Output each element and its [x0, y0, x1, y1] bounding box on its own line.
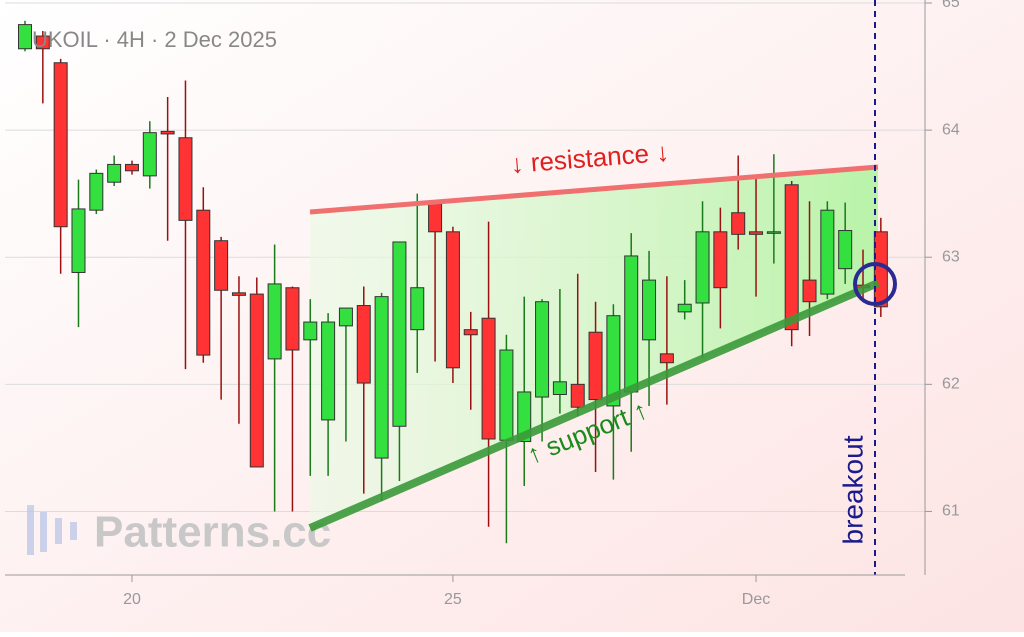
y-tick-label: 61	[942, 503, 960, 520]
candle-body	[784, 184, 799, 331]
watermark-icon	[27, 505, 77, 555]
candle-body	[820, 209, 835, 295]
candle-body	[142, 132, 157, 177]
y-tick-label: 65	[942, 0, 960, 11]
watermark: Patterns.cc	[94, 508, 331, 557]
candle-body	[35, 35, 50, 50]
candle-body	[267, 283, 282, 360]
candle-body	[517, 391, 532, 443]
candle-body	[53, 62, 68, 228]
x-tick-label: 25	[444, 591, 462, 608]
candle-body	[18, 24, 32, 50]
support-line	[308, 279, 880, 532]
candle-body	[410, 287, 425, 331]
candle-body	[231, 292, 246, 296]
candle-body	[624, 255, 639, 393]
candle-body	[107, 163, 122, 183]
breakout-label: breakout	[837, 435, 868, 544]
candle-body	[178, 137, 193, 221]
candle-body	[499, 349, 514, 441]
candle-body	[659, 353, 674, 364]
candle-body	[249, 293, 264, 468]
candle-body	[463, 329, 478, 336]
candle-body	[428, 203, 443, 233]
candle-body	[606, 315, 621, 407]
candle-body	[838, 230, 853, 270]
breakout-circle	[853, 262, 897, 306]
candle-body	[695, 231, 710, 304]
chart-title: UKOIL · 4H · 2 Dec 2025	[32, 27, 277, 52]
candle-body	[338, 307, 353, 327]
y-tick-label: 62	[942, 376, 960, 393]
candle-body	[481, 317, 496, 440]
candle-body	[89, 172, 104, 211]
candle-body	[124, 163, 139, 172]
candle-body	[588, 331, 603, 401]
y-tick-label: 63	[942, 248, 960, 265]
candle-body	[766, 231, 781, 234]
candle-body	[445, 231, 460, 369]
candle-body	[285, 287, 300, 351]
candle-body	[214, 240, 229, 291]
candle-body	[321, 321, 336, 421]
candle-body	[677, 303, 692, 313]
y-tick-label: 64	[942, 121, 960, 138]
x-tick-label: 20	[123, 591, 141, 608]
candle-body	[713, 231, 728, 289]
candle-body	[356, 305, 371, 384]
candle-body	[552, 381, 567, 396]
candle-body	[642, 279, 657, 341]
candle-body	[303, 321, 318, 341]
x-tick-label: Dec	[742, 591, 770, 608]
candle-body	[749, 231, 764, 235]
candle-body	[570, 383, 585, 408]
resistance-line	[309, 164, 879, 215]
candle-body	[392, 241, 407, 427]
candle-body	[71, 208, 86, 273]
candle-body	[731, 212, 746, 235]
candle-body	[802, 279, 817, 303]
candle-body	[196, 209, 211, 356]
candle-body	[535, 301, 550, 398]
candle-body	[160, 130, 175, 135]
candle-body	[374, 296, 389, 459]
